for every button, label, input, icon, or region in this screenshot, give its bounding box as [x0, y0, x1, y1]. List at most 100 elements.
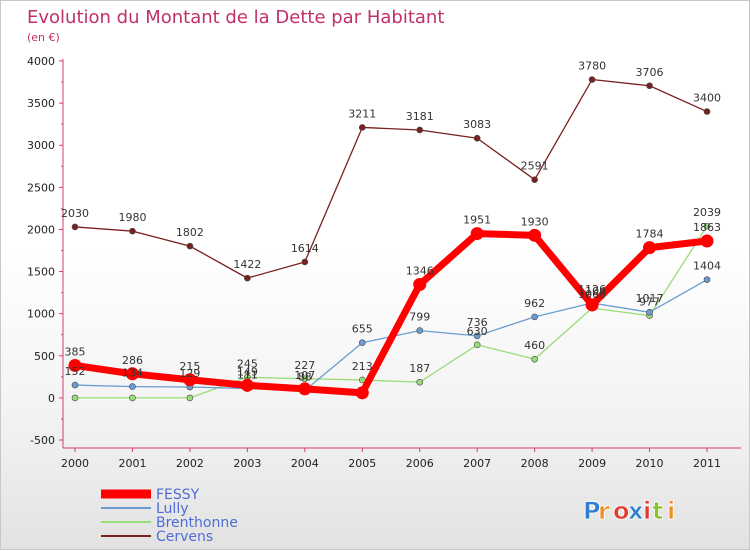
cervens-point	[703, 108, 711, 115]
y-tick-label: -500	[30, 434, 55, 447]
logo-letter: o	[613, 497, 630, 525]
fessy-point	[125, 367, 139, 381]
fessy-point	[700, 234, 714, 248]
cervens-point	[646, 82, 653, 90]
lully-data-label: 962	[524, 297, 545, 310]
fessy-data-label: 107	[294, 369, 315, 382]
cervens-data-label: 2030	[61, 207, 89, 220]
cervens-point	[531, 176, 538, 183]
x-tick-label: 2011	[693, 457, 721, 470]
lully-data-label: 134	[122, 367, 143, 380]
fessy-point	[298, 382, 312, 396]
logo-letter: i	[667, 497, 675, 525]
logo-letter: t	[652, 497, 663, 525]
fessy-point	[355, 386, 369, 400]
y-tick-label: 4000	[27, 55, 55, 68]
y-tick-label: 500	[34, 350, 55, 363]
cervens-point	[416, 126, 424, 134]
brenthonne-data-label: 227	[294, 359, 315, 372]
x-tick-label: 2000	[61, 457, 89, 470]
y-tick-label: 1000	[27, 308, 55, 321]
lully-point	[646, 308, 653, 316]
cervens-line	[74, 78, 708, 279]
fessy-point	[413, 278, 427, 292]
legend-label-fessy: FESSY	[156, 487, 200, 503]
cervens-point	[186, 242, 194, 250]
y-tick-label: 3500	[27, 97, 55, 110]
brenthonne-point	[531, 355, 538, 363]
brenthonne-point	[416, 378, 424, 386]
cervens-point	[244, 274, 251, 282]
brenthonne-point	[301, 375, 309, 383]
y-tick-label: 0	[48, 392, 55, 405]
cervens-data-label: 1802	[176, 226, 204, 239]
fessy-data-label: 1784	[636, 228, 664, 241]
cervens-data-label: 3780	[578, 60, 606, 73]
brenthonne-point	[71, 394, 79, 402]
y-tick-label: 1500	[27, 266, 55, 279]
lully-data-label: 799	[409, 311, 430, 324]
fessy-data-label: 1104	[578, 285, 606, 298]
lully-data-label: 152	[65, 365, 86, 378]
x-tick-label: 2010	[636, 457, 664, 470]
x-tick-label: 2004	[291, 457, 319, 470]
x-tick-label: 2001	[118, 457, 146, 470]
lully-point	[416, 327, 424, 334]
cervens-data-label: 1614	[291, 242, 319, 255]
data-labels: 385 286 215 149 107 1346 1951 1930 1104 1784 1863 1…	[61, 60, 721, 384]
y-tick-label: 2000	[27, 223, 55, 236]
brenthonne-data-label: 187	[409, 362, 430, 375]
x-tick-label: 2003	[233, 457, 261, 470]
cervens-point	[301, 258, 309, 266]
fessy-point	[528, 228, 542, 242]
brenthonne-data-label: 977	[639, 296, 660, 309]
lully-point	[473, 332, 481, 340]
lully-data-label: 1017	[636, 292, 664, 305]
logo-letter: x	[628, 497, 644, 525]
logo-letter: r	[598, 497, 610, 525]
fessy-point	[240, 378, 254, 392]
cervens-data-label: 2591	[521, 160, 549, 173]
legend-label-lully: Lully	[156, 501, 189, 517]
x-tick-label: 2009	[578, 457, 606, 470]
lully-data-label: 655	[352, 323, 373, 336]
lully-data-label: 1404	[693, 260, 721, 273]
fessy-data-label: 286	[122, 354, 143, 367]
y-tick-label: 2500	[27, 181, 55, 194]
fessy-data-label: 1930	[521, 215, 549, 228]
x-tick-label: 2006	[406, 457, 434, 470]
series-lines	[68, 76, 714, 402]
fessy-data-label: 215	[179, 360, 200, 373]
x-tick-label: 2007	[463, 457, 491, 470]
fessy-point	[68, 358, 82, 372]
fessy-data-label: 385	[65, 345, 86, 358]
cervens-data-label: 1980	[118, 211, 146, 224]
fessy-point	[470, 227, 484, 241]
logo-letter: P	[583, 497, 601, 525]
brenthonne-point	[703, 222, 711, 230]
brenthonne-data-label: 213	[352, 360, 373, 373]
brenthonne-data-label: 460	[524, 339, 545, 352]
lully-point	[71, 381, 79, 389]
legend-label-cervens: Cervens	[156, 529, 213, 545]
cervens-data-label: 3211	[348, 107, 376, 120]
cervens-data-label: 3181	[406, 110, 434, 123]
fessy-line	[71, 230, 711, 397]
brenthonne-data-label: 245	[237, 357, 258, 370]
logo-letter: i	[643, 497, 651, 525]
fessy-point	[183, 373, 197, 387]
cervens-point	[71, 223, 79, 231]
chart-subtitle: (en €)	[27, 31, 60, 44]
lully-data-label: 1126	[578, 283, 606, 296]
axes: -500 0 500 1000 1500 2000 2500 3000 3500 4000 2000…	[27, 55, 741, 470]
y-tick-label: 3000	[27, 139, 55, 152]
cervens-data-label: 1422	[233, 258, 261, 271]
cervens-point	[129, 227, 136, 235]
fessy-data-label: 149	[237, 365, 258, 378]
x-tick-label: 2008	[521, 457, 549, 470]
x-tick-label: 2002	[176, 457, 204, 470]
proxiti-logo: Pr ox i t i	[583, 497, 676, 526]
